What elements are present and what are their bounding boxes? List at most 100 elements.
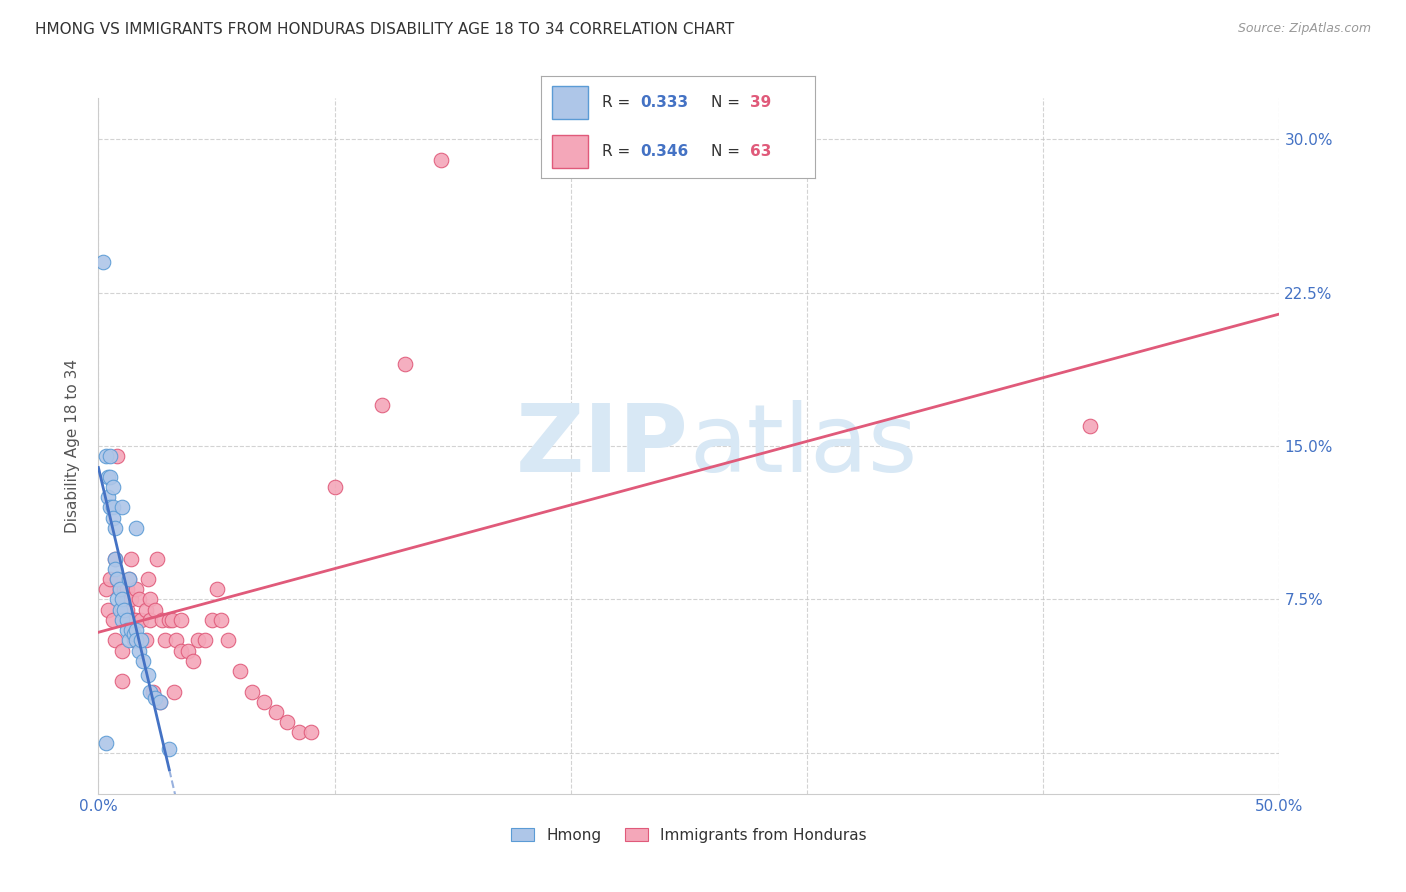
Point [125, 633, 148, 648]
Point [128, 633, 150, 648]
Point [98, 469, 121, 483]
Point [240, 684, 263, 698]
Point [122, 633, 145, 648]
Point [136, 668, 159, 682]
Point [394, 357, 416, 371]
Text: 63: 63 [749, 145, 770, 160]
Bar [553, 87, 588, 119]
Point [91, 255, 114, 269]
Point [128, 643, 150, 657]
Point [139, 613, 162, 627]
Point [205, 582, 228, 597]
Point [101, 480, 124, 494]
Point [111, 643, 134, 657]
Point [165, 633, 187, 648]
Point [143, 603, 166, 617]
Point [94, 736, 117, 750]
Point [105, 592, 128, 607]
Text: Source: ZipAtlas.com: Source: ZipAtlas.com [1237, 22, 1371, 36]
Point [118, 572, 141, 586]
Point [143, 690, 166, 705]
Point [115, 613, 138, 627]
Point [157, 742, 180, 756]
Point [115, 582, 138, 597]
Text: 0.346: 0.346 [640, 145, 689, 160]
Text: N =: N = [711, 145, 745, 160]
Point [125, 582, 148, 597]
Point [149, 695, 172, 709]
Point [125, 613, 148, 627]
Text: R =: R = [602, 95, 634, 110]
Point [323, 480, 346, 494]
Point [129, 633, 152, 648]
Point [177, 643, 200, 657]
Text: HMONG VS IMMIGRANTS FROM HONDURAS DISABILITY AGE 18 TO 34 CORRELATION CHART: HMONG VS IMMIGRANTS FROM HONDURAS DISABI… [35, 22, 734, 37]
Text: atlas: atlas [689, 400, 917, 492]
Point [160, 613, 183, 627]
Point [217, 633, 239, 648]
Point [112, 582, 135, 597]
Point [108, 582, 131, 597]
Point [1080, 418, 1102, 433]
Point [139, 684, 162, 698]
Point [115, 623, 138, 637]
Point [108, 603, 131, 617]
Point [229, 664, 252, 678]
Point [122, 627, 145, 641]
Point [276, 715, 298, 730]
Y-axis label: Disability Age 18 to 34: Disability Age 18 to 34 [65, 359, 80, 533]
Point [121, 551, 143, 566]
Point [104, 633, 127, 648]
Legend: Hmong, Immigrants from Honduras: Hmong, Immigrants from Honduras [505, 822, 873, 849]
Point [101, 500, 124, 515]
Point [121, 592, 143, 607]
Point [94, 449, 117, 463]
Point [104, 521, 127, 535]
Point [150, 613, 173, 627]
Point [118, 613, 141, 627]
Point [135, 603, 157, 617]
Point [101, 510, 124, 524]
Point [128, 592, 150, 607]
Point [108, 582, 131, 597]
Point [142, 684, 165, 698]
Point [112, 592, 135, 607]
Point [105, 572, 128, 586]
Point [157, 613, 180, 627]
Point [121, 623, 143, 637]
Point [430, 153, 453, 167]
Point [105, 449, 128, 463]
Point [187, 633, 209, 648]
Point [104, 551, 127, 566]
Point [111, 674, 134, 689]
Point [97, 603, 120, 617]
Point [97, 469, 120, 483]
Point [125, 521, 148, 535]
Point [98, 449, 121, 463]
Point [181, 654, 204, 668]
Point [139, 592, 162, 607]
Point [163, 684, 186, 698]
Point [112, 603, 135, 617]
Point [104, 562, 127, 576]
Point [136, 572, 159, 586]
Point [132, 654, 155, 668]
Point [125, 623, 148, 637]
Text: N =: N = [711, 95, 745, 110]
Text: ZIP: ZIP [516, 400, 689, 492]
Point [118, 572, 141, 586]
Point [170, 643, 193, 657]
Point [153, 633, 176, 648]
Point [104, 551, 127, 566]
Point [288, 725, 311, 739]
Text: 0.333: 0.333 [640, 95, 688, 110]
Point [118, 633, 141, 648]
Point [371, 398, 394, 412]
Point [135, 633, 157, 648]
Point [111, 592, 134, 607]
Point [98, 500, 121, 515]
Point [111, 613, 134, 627]
Text: 39: 39 [749, 95, 770, 110]
Point [209, 613, 232, 627]
Point [146, 551, 169, 566]
